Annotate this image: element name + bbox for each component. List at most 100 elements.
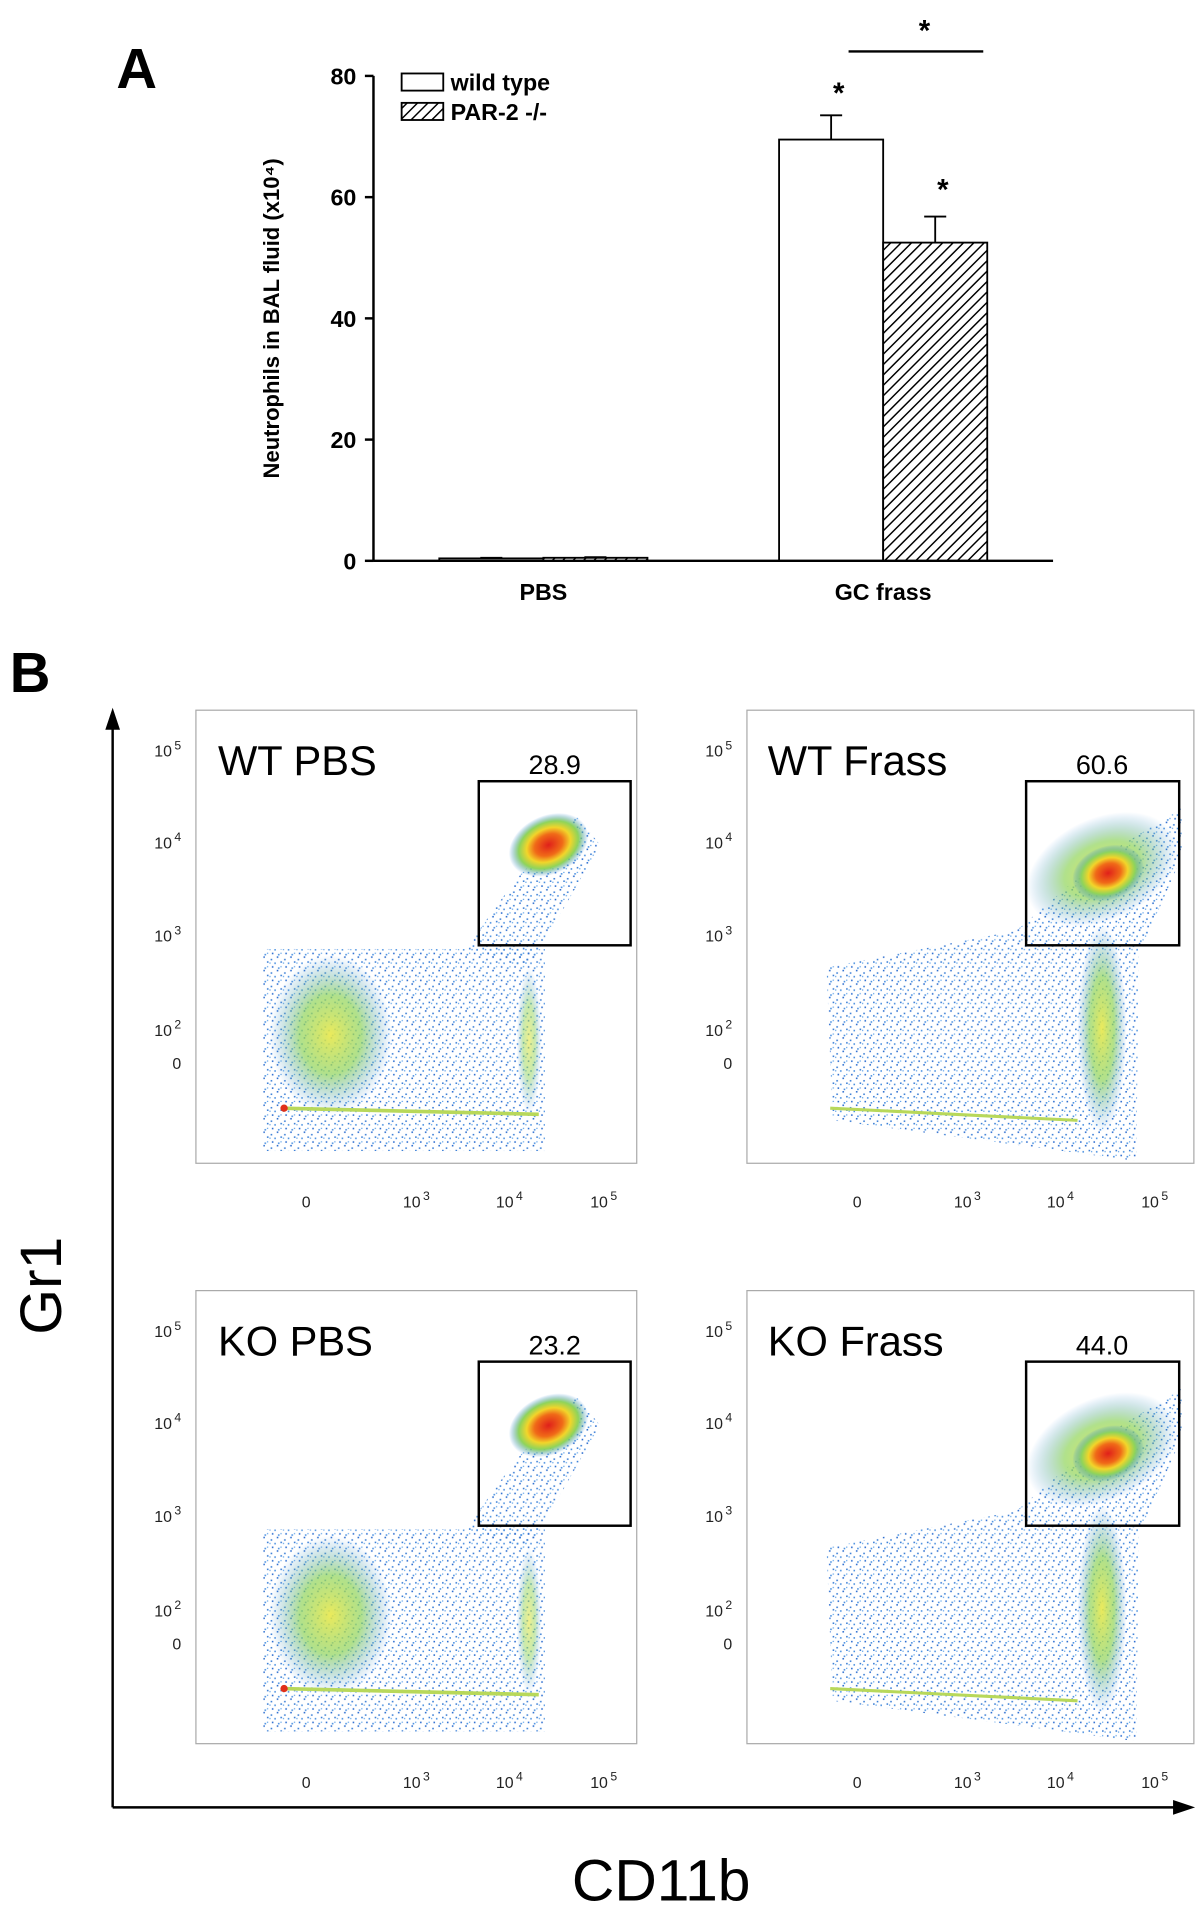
tick-label: 10 3 [403, 1769, 430, 1791]
tick-base: 10 [154, 836, 172, 853]
y-tick-label: 80 [330, 63, 356, 89]
tick-base: 10 [705, 1509, 723, 1526]
tick-exp: 2 [725, 1598, 732, 1612]
tick-label: 10 4 [1047, 1769, 1074, 1791]
tick-label: 10 4 [154, 830, 181, 852]
tick-exp: 3 [423, 1769, 430, 1783]
flow-plot: KO PBS 23.2 [195, 1290, 638, 1745]
tick-base: 10 [154, 1023, 172, 1040]
tick-base: 10 [1141, 1194, 1159, 1211]
flow-plot: WT Frass 60.6 [746, 709, 1198, 1164]
tick-label: 10 3 [705, 1504, 732, 1526]
tick-base: 10 [705, 836, 723, 853]
tick-exp: 3 [174, 923, 181, 937]
x-axis-label: CD11b [572, 1848, 751, 1913]
tick-exp: 5 [610, 1769, 617, 1783]
y-tick-label: 60 [330, 185, 356, 211]
legend-swatch [400, 101, 445, 121]
tick-exp: 5 [725, 738, 732, 752]
tick-exp: 2 [174, 1598, 181, 1612]
tick-base: 10 [954, 1775, 972, 1792]
tick-exp: 4 [725, 830, 732, 844]
tick-base: 10 [154, 929, 172, 946]
tick-label: 10 3 [954, 1189, 981, 1211]
tick-exp: 4 [725, 1411, 732, 1425]
tick-label: 10 5 [705, 738, 732, 760]
tick-base: 10 [705, 1603, 723, 1620]
y-tick-label: 20 [330, 427, 356, 453]
tick-exp: 5 [610, 1189, 617, 1203]
gate-value: 60.6 [1076, 750, 1128, 780]
tick-base: 0 [302, 1194, 311, 1211]
tick-label: 0 [723, 1056, 732, 1073]
annotation: * [833, 77, 845, 110]
tick-label: 10 5 [1141, 1189, 1168, 1211]
tick-base: 10 [1047, 1775, 1065, 1792]
tick-label: 10 2 [705, 1018, 732, 1040]
tick-label: 10 4 [496, 1769, 523, 1791]
tick-base: 10 [705, 744, 723, 761]
legend-label: wild type [450, 70, 551, 96]
plot-title: WT Frass [768, 737, 948, 784]
gate [1024, 1360, 1181, 1527]
tick-exp: 3 [725, 1504, 732, 1518]
tick-base: 0 [853, 1775, 862, 1792]
y-axis-label: Gr1 [9, 1237, 74, 1335]
tick-base: 10 [496, 1194, 514, 1211]
tick-base: 10 [154, 744, 172, 761]
tick-exp: 2 [725, 1018, 732, 1032]
tick-label: 10 4 [154, 1411, 181, 1433]
flow-plot: WT PBS 28.9 [195, 709, 638, 1164]
tick-base: 10 [1047, 1194, 1065, 1211]
tick-label: 0 [302, 1775, 311, 1792]
tick-label: 10 3 [705, 923, 732, 945]
tick-exp: 2 [174, 1018, 181, 1032]
tick-base: 10 [154, 1416, 172, 1433]
tick-base: 10 [590, 1775, 608, 1792]
tick-exp: 4 [1067, 1189, 1074, 1203]
tick-base: 10 [403, 1775, 421, 1792]
tick-exp: 3 [974, 1189, 981, 1203]
legend-swatch [400, 72, 445, 92]
tick-label: 10 5 [705, 1319, 732, 1341]
tick-label: 10 5 [1141, 1769, 1168, 1791]
tick-exp: 5 [174, 738, 181, 752]
tick-base: 10 [154, 1509, 172, 1526]
tick-label: 10 5 [154, 1319, 181, 1341]
tick-exp: 5 [174, 1319, 181, 1333]
tick-label: 10 4 [496, 1189, 523, 1211]
tick-exp: 4 [174, 1411, 181, 1425]
tick-exp: 4 [516, 1769, 523, 1783]
plot-title: WT PBS [218, 737, 377, 784]
tick-base: 10 [496, 1775, 514, 1792]
tick-label: 10 5 [590, 1189, 617, 1211]
tick-base: 0 [172, 1636, 181, 1653]
tick-label: 10 3 [154, 923, 181, 945]
tick-exp: 5 [725, 1319, 732, 1333]
tick-base: 0 [723, 1636, 732, 1653]
gate [1024, 780, 1181, 947]
tick-base: 0 [723, 1056, 732, 1073]
panel-label: B [10, 641, 51, 704]
tick-exp: 4 [174, 830, 181, 844]
tick-label: 10 3 [954, 1769, 981, 1791]
panel-label: A [116, 37, 157, 100]
tick-exp: 3 [423, 1189, 430, 1203]
tick-base: 10 [1141, 1775, 1159, 1792]
tick-label: 0 [302, 1194, 311, 1211]
tick-base: 10 [705, 1023, 723, 1040]
tick-label: 10 5 [154, 738, 181, 760]
tick-label: 10 3 [154, 1504, 181, 1526]
tick-base: 0 [172, 1056, 181, 1073]
bar [778, 138, 885, 562]
tick-base: 10 [590, 1194, 608, 1211]
gate-value: 23.2 [528, 1330, 580, 1360]
gate [477, 780, 632, 947]
tick-exp: 4 [1067, 1769, 1074, 1783]
tick-base: 0 [853, 1194, 862, 1211]
tick-label: 10 5 [590, 1769, 617, 1791]
y-tick-label: 40 [330, 306, 356, 332]
tick-label: 0 [172, 1636, 181, 1653]
